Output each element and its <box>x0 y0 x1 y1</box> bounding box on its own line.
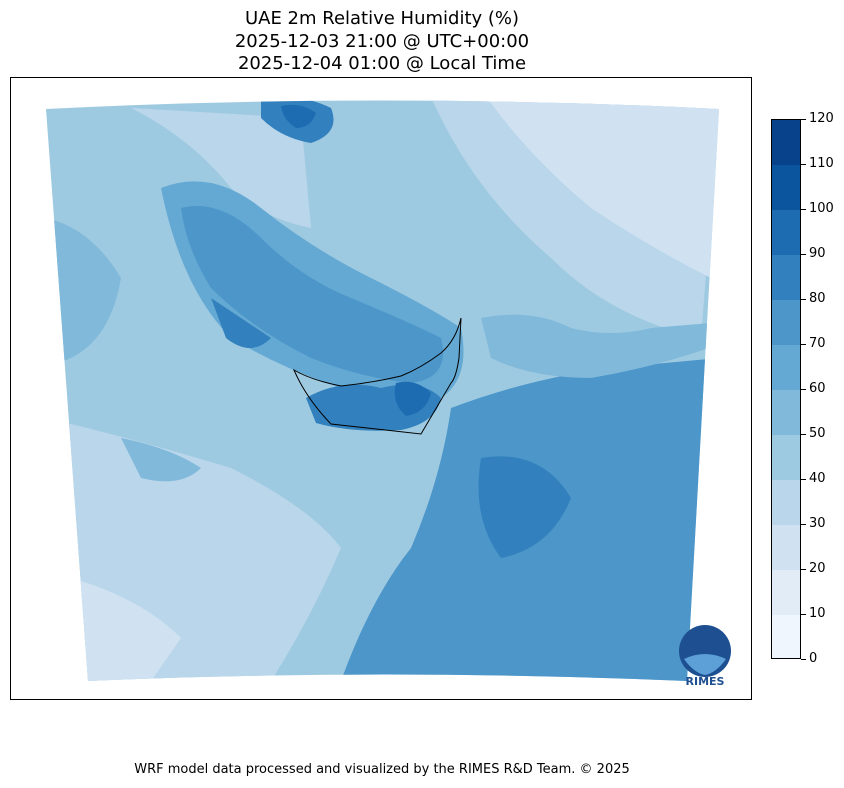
colorbar-segment <box>772 120 800 165</box>
uae-border <box>292 317 462 435</box>
colorbar-tick-label: 10 <box>809 606 826 621</box>
colorbar-segment <box>772 615 800 658</box>
colorbar-segment <box>772 570 800 615</box>
colorbar-tick-label: 90 <box>809 246 826 261</box>
logo-text: RIMES <box>686 675 725 687</box>
colorbar-tick <box>801 344 806 345</box>
colorbar-tick-label: 60 <box>809 381 826 396</box>
colorbar-segment <box>772 255 800 300</box>
colorbar-tick-label: 40 <box>809 471 826 486</box>
colorbar-segment <box>772 345 800 390</box>
colorbar-tick-label: 20 <box>809 561 826 576</box>
colorbar-tick-label: 50 <box>809 426 826 441</box>
colorbar-segment <box>772 390 800 435</box>
colorbar-segment <box>772 300 800 345</box>
colorbar-segment <box>772 210 800 255</box>
colorbar-tick <box>801 614 806 615</box>
colorbar-tick <box>801 254 806 255</box>
colorbar-tick <box>801 434 806 435</box>
colorbar-tick <box>801 569 806 570</box>
colorbar-tick-label: 30 <box>809 516 826 531</box>
rimes-logo: RIMES <box>676 621 734 688</box>
colorbar-tick <box>801 524 806 525</box>
colorbar <box>771 119 801 659</box>
colorbar-segment <box>772 435 800 480</box>
colorbar-tick-label: 0 <box>809 651 818 666</box>
colorbar-tick-label: 110 <box>809 156 834 171</box>
colorbar-segment <box>772 165 800 210</box>
utc-time-label: 2025-12-03 21:00 @ UTC+00:00 <box>234 31 530 52</box>
colorbar-tick <box>801 209 806 210</box>
colorbar-tick <box>801 479 806 480</box>
colorbar-tick-label: 120 <box>809 111 834 126</box>
colorbar-tick <box>801 659 806 660</box>
colorbar-tick-label: 80 <box>809 291 826 306</box>
colorbar-segment <box>772 480 800 525</box>
humidity-map <box>10 77 752 700</box>
footer-credit: WRF model data processed and visualized … <box>134 762 630 777</box>
colorbar-tick-label: 70 <box>809 336 826 351</box>
map-title: UAE 2m Relative Humidity (%) <box>244 8 520 29</box>
colorbar-tick <box>801 389 806 390</box>
humidity-field <box>46 100 719 681</box>
local-time-label: 2025-12-04 01:00 @ Local Time <box>237 53 527 74</box>
colorbar-segment <box>772 525 800 570</box>
colorbar-tick <box>801 164 806 165</box>
colorbar-tick <box>801 119 806 120</box>
colorbar-tick <box>801 299 806 300</box>
colorbar-tick-label: 100 <box>809 201 834 216</box>
